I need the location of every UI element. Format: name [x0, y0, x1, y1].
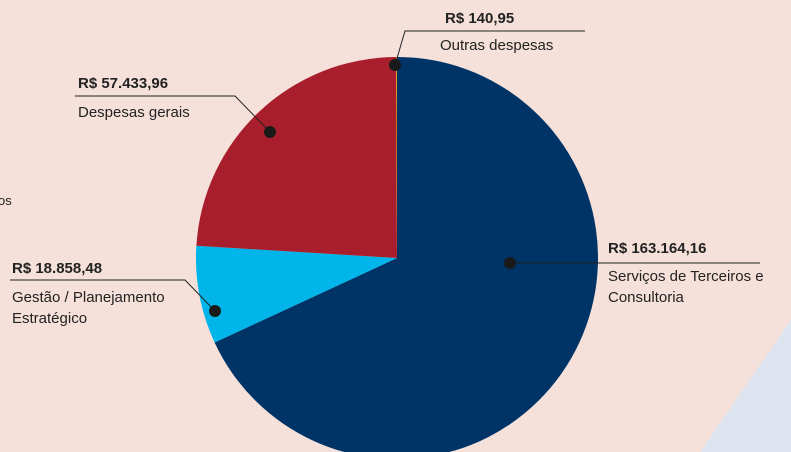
label-dot [504, 257, 516, 269]
leader-line [75, 95, 271, 133]
value-label: R$ 57.433,96 [78, 75, 169, 92]
category-label: Outras despesas [440, 37, 554, 54]
pie-slice [196, 57, 397, 258]
pie-slice [214, 57, 598, 452]
category-label: Serviços de Terceiros e Consultoria [608, 268, 764, 306]
label-dot [264, 126, 276, 138]
pie-slice [396, 57, 397, 258]
leader-line [10, 279, 216, 312]
leader-line [394, 30, 585, 66]
category-label: Despesas gerais [78, 104, 190, 121]
pie-slice [196, 245, 397, 343]
category-label: Gestão / Planejamento Estratégico [12, 289, 165, 327]
label-dot [209, 305, 221, 317]
value-label: R$ 140,95 [445, 10, 515, 27]
annotation: os [0, 193, 12, 208]
value-label: R$ 18.858,48 [12, 260, 103, 277]
value-label: R$ 163.164,16 [608, 240, 707, 257]
decoration [700, 320, 791, 452]
label-dot [389, 59, 401, 71]
